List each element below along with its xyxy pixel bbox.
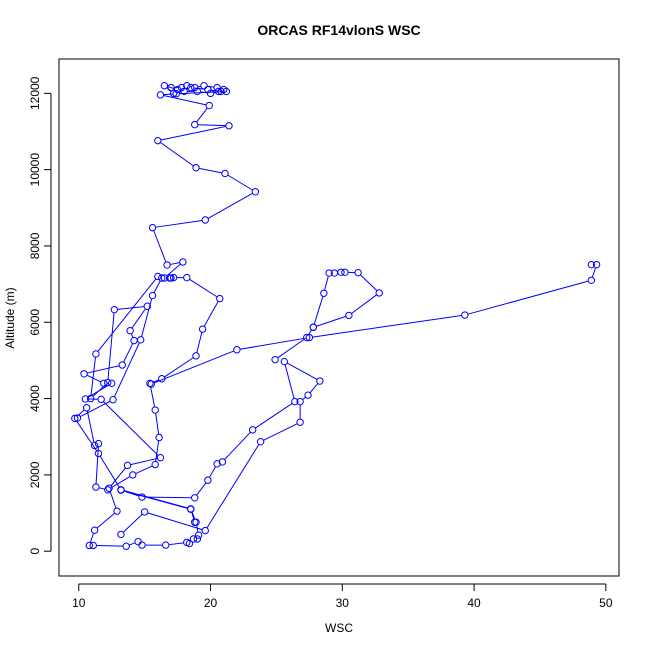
series-segment xyxy=(145,497,191,498)
y-tick-label: 4000 xyxy=(28,385,42,412)
y-tick-label: 6000 xyxy=(28,309,42,336)
x-tick-label: 10 xyxy=(72,596,86,610)
y-tick-label: 10000 xyxy=(28,153,42,187)
x-tick-label: 50 xyxy=(599,596,613,610)
chart-title: ORCAS RF14vlonS WSC xyxy=(257,22,420,38)
series-segment xyxy=(96,546,123,547)
y-tick-label: 8000 xyxy=(28,232,42,259)
series-segment xyxy=(164,94,173,95)
x-tick-label: 30 xyxy=(336,596,350,610)
y-tick-label: 12000 xyxy=(28,76,42,110)
y-axis-label: Altitude (m) xyxy=(3,287,17,348)
x-axis-label: WSC xyxy=(325,621,353,635)
x-tick-label: 20 xyxy=(204,596,218,610)
y-tick-label: 2000 xyxy=(28,461,42,488)
y-tick-label: 0 xyxy=(28,548,42,555)
x-tick-label: 40 xyxy=(467,596,481,610)
